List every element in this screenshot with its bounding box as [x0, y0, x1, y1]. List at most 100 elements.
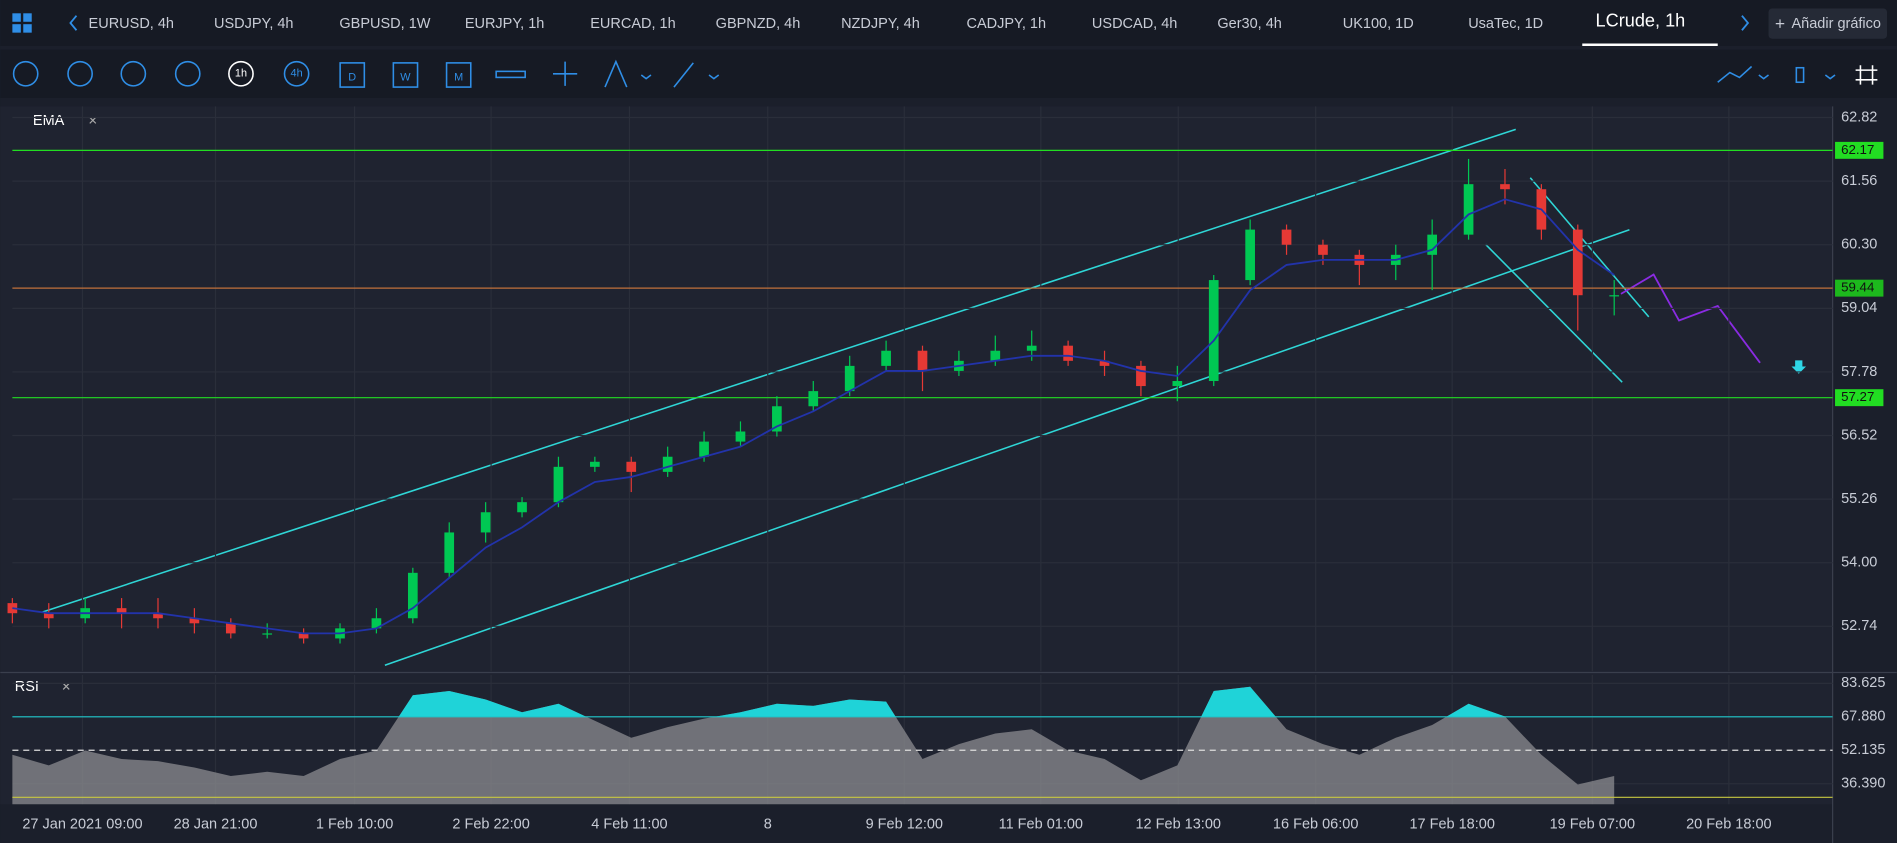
candle-body	[735, 431, 746, 442]
price-level-label: 59.44	[1841, 280, 1874, 295]
y-tick-label: 55.26	[1841, 491, 1877, 507]
tab[interactable]: GBPUSD, 1W	[339, 16, 430, 32]
candle-body	[1572, 229, 1583, 296]
price-level-tag	[1835, 141, 1884, 159]
candle-body	[990, 350, 1001, 361]
price-level-label: 62.17	[1841, 142, 1874, 157]
timeframe-label[interactable]: M	[454, 71, 463, 83]
candle-body	[1136, 365, 1146, 387]
candle-body	[917, 350, 928, 371]
timeframe-label[interactable]: 1h	[235, 68, 247, 80]
rsi-overbought-area	[398, 686, 1506, 717]
candle-body	[480, 512, 491, 533]
plus-icon	[1775, 19, 1785, 28]
tab[interactable]: USDJPY, 4h	[214, 16, 294, 32]
candle-body	[189, 618, 200, 624]
candle-body	[699, 441, 709, 457]
timeframe-label[interactable]: 4h	[291, 68, 303, 80]
x-tick-label: 2 Feb 22:00	[452, 817, 529, 833]
x-tick-label: 4 Feb 11:00	[591, 817, 667, 833]
trend-lines[interactable]	[42, 128, 1650, 666]
indicator-label: EMA	[33, 113, 65, 129]
tab[interactable]: LCrude, 1h	[1596, 11, 1686, 31]
projection-path[interactable]	[1620, 273, 1761, 364]
x-tick-label: 12 Feb 13:00	[1136, 817, 1221, 833]
tabs-prev[interactable]	[69, 15, 78, 31]
price-level-label: 57.27	[1841, 389, 1874, 404]
x-tick-label: 9 Feb 12:00	[866, 817, 943, 833]
toolbar-icons[interactable]	[12, 59, 1878, 88]
y-tick-label: 56.52	[1841, 427, 1877, 443]
y-tick-label: 36.390	[1841, 776, 1885, 792]
x-tick-label: 16 Feb 06:00	[1273, 817, 1358, 833]
tabs-next[interactable]	[1741, 15, 1750, 31]
candle-body	[772, 406, 782, 432]
tab[interactable]: Ger30, 4h	[1217, 16, 1282, 32]
tab[interactable]: USDCAD, 4h	[1092, 16, 1177, 32]
y-tick-label: 83.625	[1841, 675, 1885, 691]
tab[interactable]: UK100, 1D	[1343, 16, 1414, 32]
candle-body	[43, 613, 54, 619]
candle-body	[517, 502, 527, 513]
tab[interactable]: EURJPY, 1h	[465, 16, 545, 32]
candle-body	[298, 633, 309, 639]
y-tick-label: 60.30	[1841, 237, 1877, 253]
tab[interactable]: EURCAD, 1h	[590, 16, 675, 32]
toolbar	[0, 49, 1897, 98]
y-tick-label: 52.135	[1841, 742, 1885, 758]
candle-body	[1281, 229, 1292, 245]
candle-body	[1427, 234, 1438, 255]
candle-body	[1318, 244, 1328, 255]
apps-icon[interactable]	[12, 13, 32, 33]
y-tick-label: 67.880	[1841, 709, 1885, 725]
candle-body	[662, 456, 673, 472]
candle-body	[1099, 360, 1110, 366]
candle-body	[1245, 229, 1255, 281]
candle-body	[1609, 295, 1620, 297]
tab[interactable]: NZDJPY, 4h	[841, 16, 920, 32]
candle-body	[116, 608, 127, 614]
tab[interactable]: UsaTec, 1D	[1468, 16, 1543, 32]
down-arrow-icon[interactable]	[1791, 360, 1807, 374]
x-tick-label: 1 Feb 10:00	[316, 817, 393, 833]
y-tick-label: 61.56	[1841, 173, 1877, 189]
candle-body	[1463, 184, 1474, 235]
add-chart-button[interactable]	[1768, 8, 1888, 39]
price-level-tag	[1835, 389, 1884, 407]
tab[interactable]: GBPNZD, 4h	[716, 16, 801, 32]
x-tick-label: 27 Jan 2021 09:00	[22, 817, 142, 833]
candle-body	[444, 532, 455, 573]
close-icons[interactable]	[62, 116, 97, 690]
candle-body	[881, 350, 891, 366]
candle-body	[1172, 381, 1183, 387]
tab[interactable]: CADJPY, 1h	[967, 16, 1047, 32]
indicator-label: RSI	[15, 679, 39, 695]
ema-line	[12, 198, 1615, 635]
y-tick-label: 59.04	[1841, 300, 1877, 316]
x-tick-label: 28 Jan 21:00	[174, 817, 258, 833]
candle-body	[808, 391, 819, 407]
x-tick-label: 20 Feb 18:00	[1686, 817, 1771, 833]
y-tick-label: 52.74	[1841, 618, 1877, 634]
candle-body	[407, 572, 418, 619]
candle-body	[553, 466, 564, 503]
timeframe-label[interactable]: D	[348, 71, 356, 83]
plot-background	[0, 106, 1833, 805]
candle-body	[844, 365, 855, 392]
timeframe-label[interactable]: W	[400, 71, 411, 83]
candle-body	[590, 461, 600, 467]
candle-body	[1500, 184, 1510, 190]
candle-body	[371, 618, 382, 629]
add-chart-label[interactable]: Añadir gráfico	[1792, 16, 1881, 32]
tab-bar	[0, 0, 1897, 46]
candle-body	[225, 623, 236, 634]
y-tick-label: 57.78	[1841, 364, 1877, 380]
candle-body	[626, 461, 637, 472]
y-tick-label: 62.82	[1841, 109, 1877, 125]
tab[interactable]: EURUSD, 4h	[89, 16, 174, 32]
candle-body	[1063, 345, 1073, 361]
candle-body	[153, 613, 163, 619]
price-level-tag	[1835, 279, 1884, 297]
